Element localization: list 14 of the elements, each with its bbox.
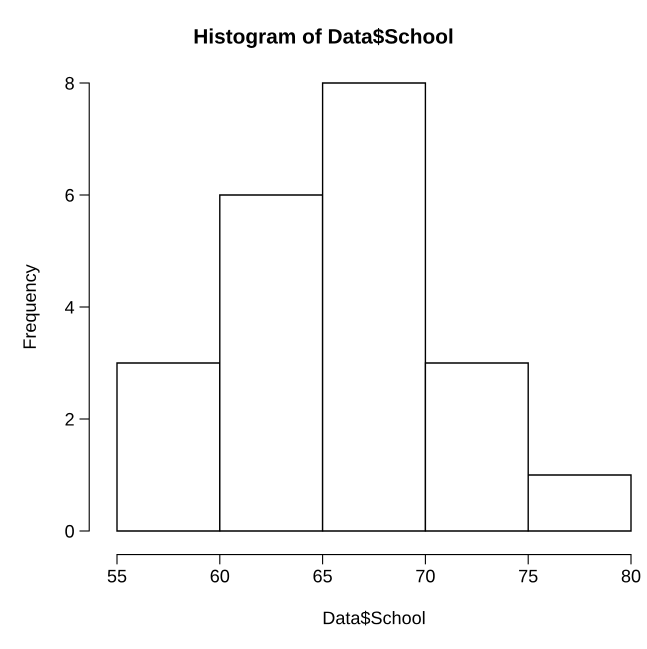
x-tick-label: 55 [108,570,126,582]
x-tick-label: 60 [210,570,230,582]
x-tick-label: 75 [519,570,538,582]
y-tick-label: 4 [65,301,74,314]
chart-title: Histogram of Data$School [194,28,452,48]
y-axis-title: Frequency [23,264,40,348]
x-tick-label: 65 [313,570,332,582]
x-axis-title: Data$School [324,610,424,626]
x-tick-label: 80 [622,570,640,582]
y-tick-label: 6 [66,188,74,202]
y-tick-label: 8 [65,76,74,90]
y-tick-label: 2 [66,412,74,426]
y-tick-label: 0 [65,524,74,538]
x-tick-label: 70 [416,570,435,582]
